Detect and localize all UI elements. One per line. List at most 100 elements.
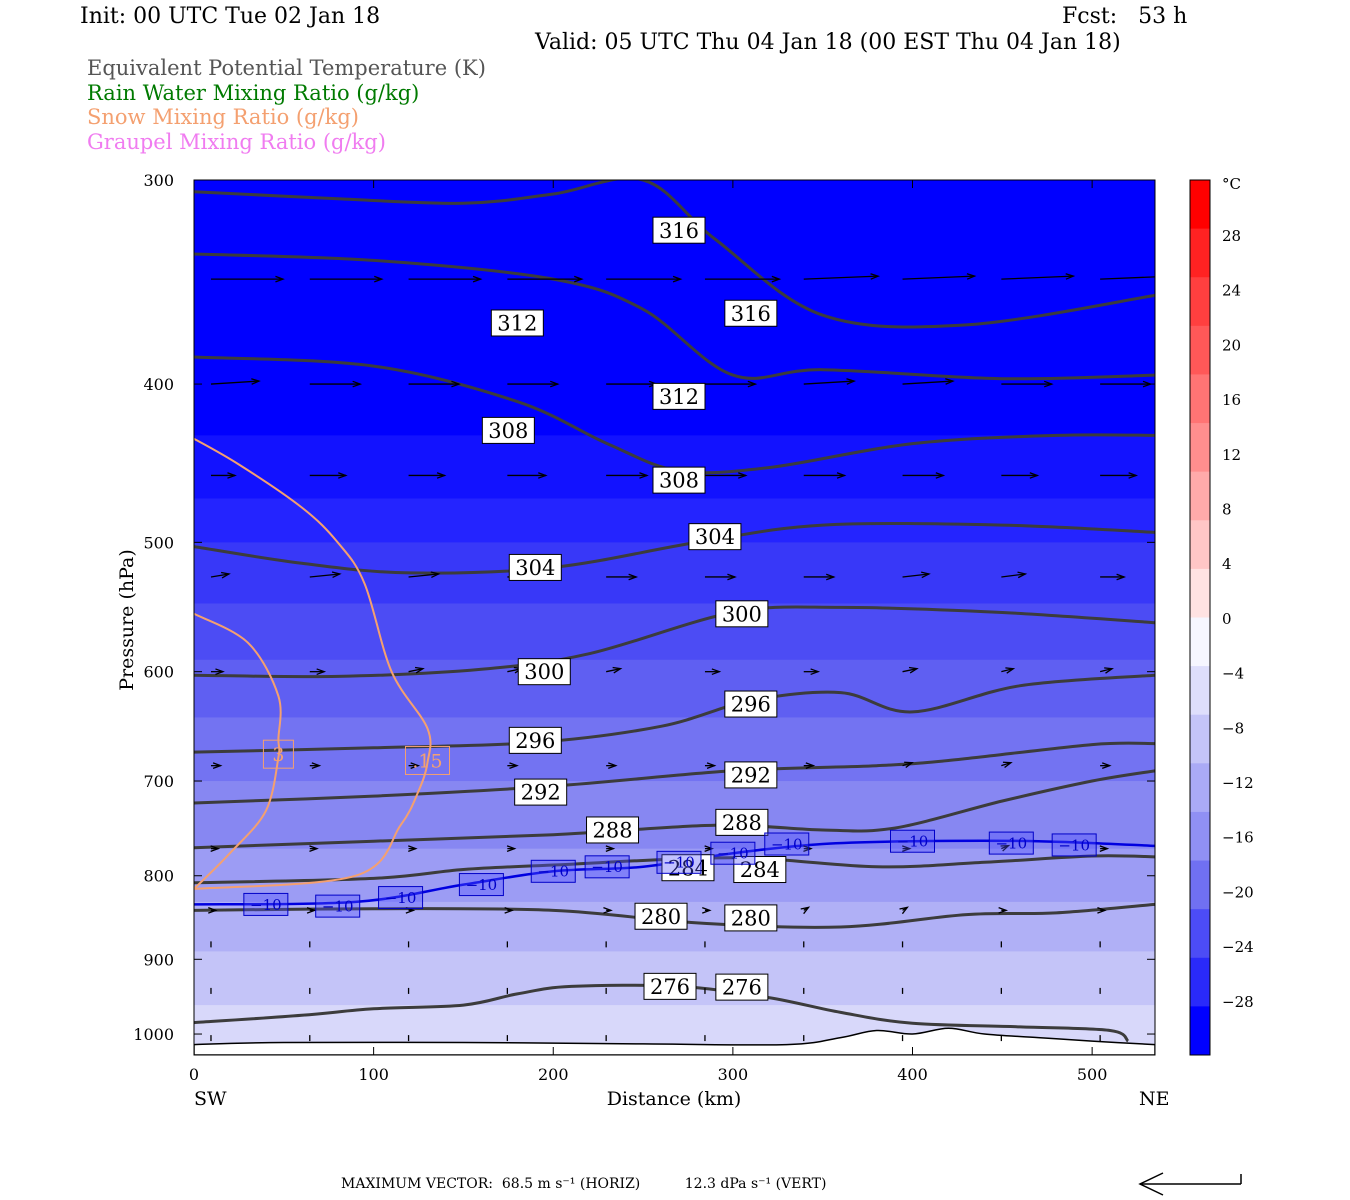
legend-snow: Snow Mixing Ratio (g/kg) bbox=[87, 105, 359, 129]
theta-e-contour-288 bbox=[194, 769, 1155, 850]
colorbar-label: −24 bbox=[1222, 938, 1254, 956]
reference-arrow bbox=[1138, 1172, 1242, 1196]
init-time: Init: 00 UTC Tue 02 Jan 18 bbox=[80, 4, 381, 29]
wind-vector-head bbox=[902, 845, 912, 852]
wind-vector-head bbox=[628, 573, 639, 581]
wind-vector-head bbox=[711, 668, 722, 676]
colorbar-swatch bbox=[1190, 666, 1210, 716]
theta-e-label: 296 bbox=[508, 726, 562, 754]
colorbar-label: −12 bbox=[1222, 774, 1254, 792]
wind-vector-head bbox=[935, 472, 946, 479]
wind-vector-head bbox=[1000, 844, 1011, 852]
wind-vector-head bbox=[550, 380, 560, 388]
wind-vector-head bbox=[210, 845, 221, 852]
theta-e-label: 280 bbox=[634, 902, 688, 930]
wind-vector-head bbox=[810, 668, 821, 676]
wind-vector-head bbox=[1065, 273, 1076, 280]
label-box bbox=[724, 690, 778, 718]
label-box bbox=[988, 831, 1034, 855]
label-text: 316 bbox=[659, 219, 699, 243]
label-box bbox=[517, 658, 571, 686]
fill-band bbox=[194, 781, 1155, 850]
label-text: −10 bbox=[322, 898, 354, 916]
wind-vector-head bbox=[1043, 380, 1054, 388]
y-tick-label: 1000 bbox=[133, 1025, 174, 1044]
colorbar-label: 0 bbox=[1222, 610, 1232, 628]
label-text: 280 bbox=[731, 906, 771, 930]
colorbar-label: 8 bbox=[1222, 501, 1232, 519]
x-tick-label: 400 bbox=[897, 1065, 928, 1084]
label-text: 300 bbox=[524, 660, 564, 684]
wind-vector bbox=[1001, 573, 1026, 578]
theta-e-label: 288 bbox=[586, 816, 640, 844]
wind-vector-head bbox=[727, 573, 737, 581]
y-tick-label: 300 bbox=[143, 171, 174, 190]
wind-vector-head bbox=[870, 273, 881, 280]
wind-vector bbox=[803, 275, 879, 280]
label-box bbox=[652, 216, 706, 244]
colorbar-label: −4 bbox=[1222, 665, 1244, 683]
y-tick-label: 800 bbox=[143, 867, 174, 886]
wind-vector-head bbox=[672, 275, 683, 283]
label-text: 300 bbox=[722, 602, 762, 626]
isotherm-label: −10 bbox=[243, 892, 289, 916]
wind-vector-head bbox=[1002, 761, 1013, 769]
isotherm-label: −10 bbox=[1051, 833, 1097, 857]
label-box bbox=[514, 778, 568, 806]
wind-vector-head bbox=[998, 907, 1009, 914]
label-box bbox=[508, 726, 562, 754]
fill-band bbox=[194, 542, 1155, 605]
label-box bbox=[688, 523, 742, 551]
wind-vector-head bbox=[1165, 274, 1173, 279]
wind-vector-head bbox=[945, 378, 955, 385]
terrain bbox=[194, 1027, 1155, 1055]
wind-vector-head bbox=[608, 762, 618, 770]
colorbar-swatch bbox=[1190, 471, 1210, 521]
label-box bbox=[243, 892, 289, 916]
wind-vector-head bbox=[430, 571, 441, 579]
legend-rain: Rain Water Mixing Ratio (g/kg) bbox=[87, 81, 420, 105]
label-box bbox=[584, 855, 630, 879]
label-text: 316 bbox=[731, 302, 771, 326]
label-box bbox=[405, 745, 451, 775]
wind-vector-head bbox=[251, 378, 261, 385]
colorbar-label: 4 bbox=[1222, 555, 1232, 573]
wind-vector-head bbox=[805, 762, 816, 770]
label-box bbox=[652, 466, 706, 494]
label-box bbox=[634, 902, 688, 930]
colorbar-swatch bbox=[1190, 909, 1210, 959]
label-text: 276 bbox=[722, 976, 762, 1000]
wind-vector-head bbox=[605, 845, 616, 852]
colorbar-swatch bbox=[1190, 423, 1210, 473]
label-box bbox=[715, 808, 769, 836]
colorbar-label: 16 bbox=[1222, 391, 1241, 409]
colorbar-swatch bbox=[1190, 520, 1210, 570]
y-tick-label: 900 bbox=[143, 950, 174, 969]
wind-vector-head bbox=[846, 378, 857, 385]
label-box bbox=[724, 904, 778, 932]
theta-e-contour-316 bbox=[194, 180, 1155, 329]
max-vector-note: MAXIMUM VECTOR: 68.5 m s⁻¹ (HORIZ) 12.3 … bbox=[341, 1176, 827, 1192]
theta-e-contour-280 bbox=[194, 902, 1155, 929]
wind-vector bbox=[309, 573, 340, 578]
theta-e-label: 292 bbox=[724, 761, 778, 789]
label-text: 292 bbox=[521, 781, 561, 805]
snow-label: .15 bbox=[405, 745, 451, 775]
legend-graupel: Graupel Mixing Ratio (g/kg) bbox=[87, 130, 386, 154]
theta-e-label: 276 bbox=[715, 973, 769, 1001]
theta-e-label: 304 bbox=[508, 553, 562, 581]
wind-vector-head bbox=[220, 571, 231, 579]
wind-vector-head bbox=[1029, 472, 1040, 479]
legend-theta-e: Equivalent Potential Temperature (K) bbox=[87, 56, 486, 80]
label-text: −10 bbox=[591, 858, 623, 876]
wind-vector-head bbox=[1017, 571, 1028, 579]
wind-vector-head bbox=[1101, 762, 1112, 770]
wind-vector-head bbox=[352, 380, 363, 388]
theta-e-label: 276 bbox=[643, 972, 697, 1000]
wind-vector-head bbox=[451, 380, 461, 388]
label-text: 296 bbox=[731, 693, 771, 717]
wind-vector bbox=[1099, 668, 1113, 673]
label-text: 308 bbox=[488, 419, 528, 443]
isotherm-label: −10 bbox=[890, 829, 936, 853]
